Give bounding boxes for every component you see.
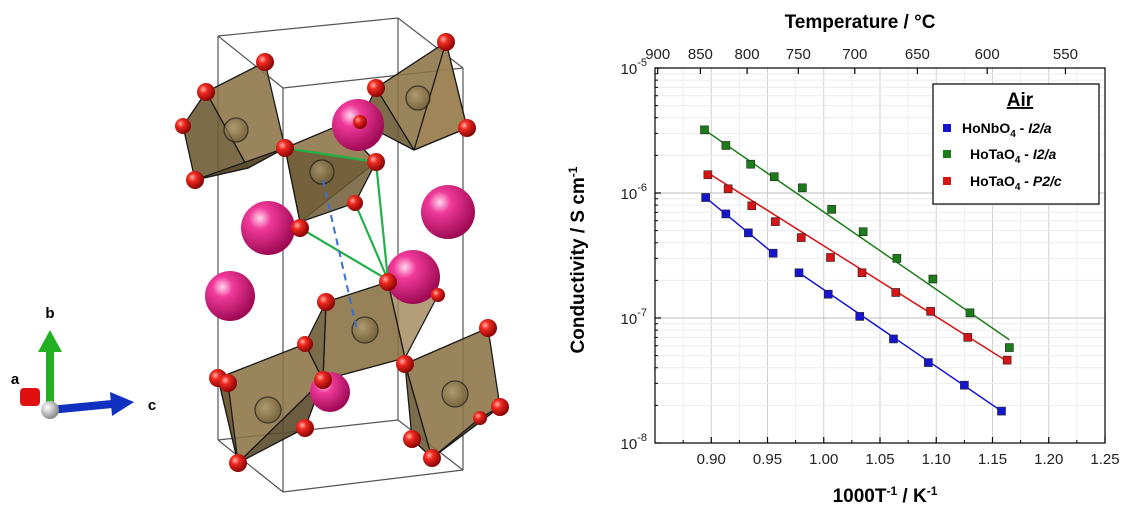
orientation-axes: b a c: [11, 305, 156, 419]
top-tick-label: 900: [645, 46, 670, 63]
data-point-series-1: [997, 406, 1006, 416]
polyhedra: [182, 41, 501, 464]
top-tick-label: 750: [786, 46, 811, 63]
data-point-series-2: [827, 205, 836, 214]
data-point-series-3: [771, 217, 780, 226]
data-point-series-3: [857, 268, 867, 278]
data-point-series-1: [855, 312, 865, 321]
x-tick-label: 0.90: [697, 451, 726, 468]
top-axis-title: Temperature / °C: [785, 12, 936, 33]
legend-marker-2: [943, 150, 951, 158]
crystal-structure-figure: b a c: [11, 17, 509, 493]
axis-label-a: a: [11, 371, 20, 388]
x-tick-label: 1.20: [1034, 451, 1063, 468]
x-tick-label: 1.05: [865, 451, 894, 468]
legend-marker-1: [943, 124, 951, 132]
data-point-series-2: [798, 183, 807, 193]
legend-entry-3: HoTaO4 - P2/c: [970, 173, 1062, 193]
data-point-series-1: [794, 268, 804, 278]
y-tick-label: 10-6: [621, 182, 647, 203]
y-tick-label: 10-8: [621, 432, 647, 453]
axis-label-b: b: [45, 305, 54, 322]
legend-title: Air: [1007, 90, 1034, 111]
y-tick-label: 10-5: [621, 57, 647, 78]
conductivity-chart: 0.90 0.95 1.00 1.05 1.10 1.15 1.20 1.25 10-8 10-7…: [566, 12, 1120, 507]
axis-ticks: 0.90 0.95 1.00 1.05 1.10 1.15 1.20 1.25 10-8 10-7…: [621, 46, 1120, 468]
data-point-series-2: [928, 274, 938, 284]
legend-box: [932, 83, 1100, 205]
data-points: [700, 125, 1014, 416]
data-point-series-3: [723, 184, 733, 194]
x-tick-label: 1.00: [809, 451, 838, 468]
y-axis-title: Conductivity / S cm-1: [566, 166, 589, 353]
data-point-series-1: [701, 193, 710, 202]
bond-lines: [284, 146, 390, 331]
data-point-series-2: [858, 227, 868, 237]
data-point-series-2: [721, 141, 731, 150]
data-point-series-1: [744, 228, 753, 238]
top-tick-label: 650: [905, 46, 930, 63]
data-point-series-1: [768, 248, 778, 258]
x-axis-title: 1000T-1 / K-1: [833, 484, 938, 507]
oxygen-atoms: [175, 33, 509, 472]
data-point-series-2: [965, 308, 975, 318]
top-tick-label: 600: [975, 46, 1000, 63]
fit-line-series-1: [705, 196, 774, 254]
data-point-series-1: [889, 334, 898, 344]
y-tick-label: 10-7: [621, 307, 647, 328]
data-point-series-1: [960, 380, 969, 390]
data-point-series-1: [721, 209, 731, 219]
data-point-series-2: [769, 172, 779, 182]
data-point-series-2: [700, 125, 709, 135]
data-point-series-3: [826, 253, 835, 262]
data-point-series-1: [823, 289, 833, 299]
top-tick-label: 850: [688, 46, 713, 63]
legend: Air HoNbO4 - I2/a HoTaO4 - I2/a HoTaO4 -…: [932, 83, 1100, 205]
data-point-series-2: [1005, 343, 1014, 352]
x-tick-label: 1.25: [1090, 451, 1119, 468]
fit-line-series-3: [707, 172, 1008, 362]
top-tick-label: 550: [1053, 46, 1078, 63]
fit-line-series-2: [704, 129, 1010, 341]
x-tick-label: 1.10: [922, 451, 951, 468]
data-point-series-2: [746, 159, 755, 169]
data-point-series-3: [891, 288, 901, 297]
top-tick-label: 800: [735, 46, 760, 63]
data-point-series-2: [892, 254, 902, 263]
data-point-series-3: [747, 201, 757, 211]
top-tick-label: 700: [842, 46, 867, 63]
x-tick-label: 0.95: [753, 451, 782, 468]
axis-label-c: c: [148, 397, 156, 414]
x-tick-label: 1.15: [978, 451, 1007, 468]
data-point-series-1: [924, 358, 933, 367]
legend-entry-1: HoNbO4 - I2/a: [962, 120, 1052, 140]
data-point-series-3: [1002, 355, 1012, 365]
data-point-series-3: [926, 307, 935, 316]
data-point-series-3: [796, 233, 806, 242]
legend-marker-3: [943, 177, 951, 185]
ho-cations: [205, 99, 475, 412]
legend-entry-2: HoTaO4 - I2/a: [970, 146, 1056, 166]
data-point-series-3: [703, 170, 713, 180]
data-point-series-3: [963, 333, 973, 342]
